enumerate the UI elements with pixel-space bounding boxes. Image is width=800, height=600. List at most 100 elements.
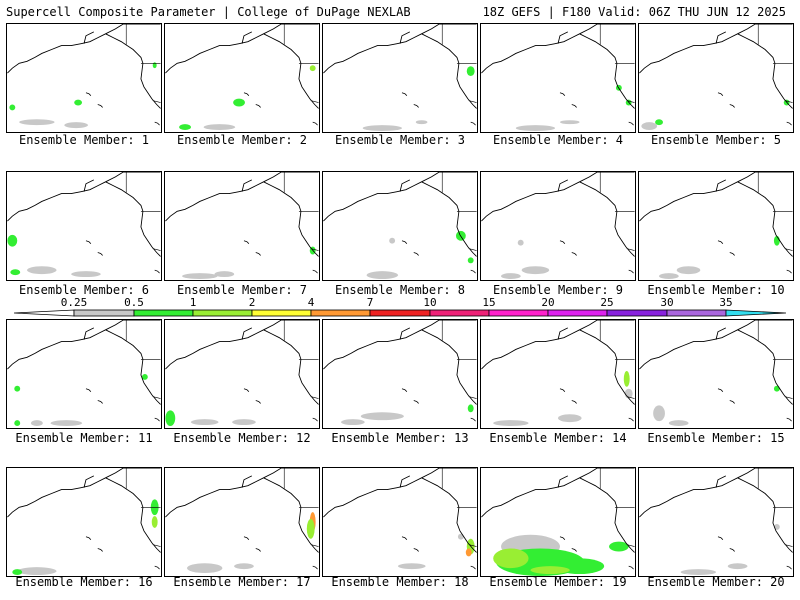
ensemble-member-map [480, 319, 636, 429]
island-outline [401, 240, 408, 244]
coastline [165, 320, 319, 405]
scp-contour-fill [467, 404, 474, 413]
colorbar-tick-label: 35 [719, 296, 732, 309]
coastline [7, 320, 161, 405]
island-outline [717, 92, 724, 96]
island-outline [243, 536, 250, 540]
ensemble-member-label: Ensemble Member: 10 [647, 283, 785, 297]
island-outline [154, 269, 160, 274]
scp-contour-fill [398, 563, 426, 570]
scp-contour-fill [64, 122, 88, 129]
scp-contour-fill [7, 234, 18, 247]
political-border [757, 468, 793, 547]
island-outline [85, 240, 92, 244]
island-outline [717, 536, 724, 540]
colorbar-segment [73, 309, 135, 317]
island-outline [97, 252, 103, 256]
scp-contour-fill [203, 124, 236, 131]
ensemble-member-map [480, 467, 636, 577]
scp-contour-fill [559, 120, 580, 125]
island-outline [255, 548, 261, 552]
island-outline [628, 565, 634, 570]
coastline [481, 172, 635, 257]
ensemble-member-label: Ensemble Member: 6 [18, 283, 150, 297]
scp-contour-fill [680, 569, 716, 576]
island-outline [154, 565, 160, 570]
ensemble-member-label: Ensemble Member: 13 [331, 431, 469, 445]
colorbar-tick-label: 20 [541, 296, 554, 309]
scp-contour-fill [71, 271, 101, 278]
coastline [323, 320, 477, 405]
scp-contour-fill [151, 516, 158, 528]
island-outline [413, 252, 419, 256]
island-outline [571, 104, 577, 108]
political-border [283, 172, 319, 251]
ensemble-member-map [322, 467, 478, 577]
political-border [441, 24, 477, 103]
coastline [481, 468, 635, 553]
ensemble-member-label: Ensemble Member: 15 [647, 431, 785, 445]
coastline [7, 172, 161, 257]
scp-contour-fill [609, 541, 629, 552]
island-outline [470, 565, 476, 570]
political-border [125, 320, 161, 399]
island-outline [255, 104, 261, 108]
ensemble-member-map [322, 171, 478, 281]
political-border [599, 468, 635, 547]
political-border [441, 172, 477, 251]
island-outline [470, 121, 476, 126]
island-outline [571, 400, 577, 404]
ensemble-member-map [638, 319, 794, 429]
scp-contour-fill [515, 125, 556, 132]
scp-contour-fill [517, 239, 524, 246]
scp-contour-fill [362, 125, 402, 132]
scp-contour-fill [641, 122, 658, 131]
island-outline [786, 121, 792, 126]
political-border [757, 320, 793, 399]
ensemble-member-map [480, 171, 636, 281]
coastline [481, 24, 635, 109]
political-border [599, 172, 635, 251]
island-outline [243, 388, 250, 392]
scp-contour-fill [415, 120, 428, 125]
ensemble-member-map [638, 171, 794, 281]
island-outline [628, 121, 634, 126]
scp-contour-fill [530, 566, 570, 575]
scp-contour-fill [233, 98, 245, 107]
scp-contour-fill [19, 119, 55, 126]
scp-contour-fill [165, 410, 176, 427]
island-outline [85, 388, 92, 392]
coastline [165, 468, 319, 553]
coastline [323, 24, 477, 109]
political-border [125, 172, 161, 251]
scp-contour-fill [214, 271, 235, 278]
political-border [125, 24, 161, 103]
colorbar-tick-label: 15 [482, 296, 495, 309]
scp-contour-fill [655, 119, 663, 126]
ensemble-member-label: Ensemble Member: 4 [492, 133, 624, 147]
coastline [165, 24, 319, 109]
political-border [441, 468, 477, 547]
island-outline [729, 400, 735, 404]
scp-contour-fill [465, 548, 472, 557]
colorbar-segment [547, 309, 608, 317]
colorbar-segment [13, 309, 75, 317]
ensemble-member-map [164, 467, 320, 577]
ensemble-member-map [6, 319, 162, 429]
colorbar-segment [310, 309, 371, 317]
island-outline [729, 104, 735, 108]
colorbar-tick-label: 30 [660, 296, 673, 309]
ensemble-member-map [6, 467, 162, 577]
island-outline [571, 252, 577, 256]
island-outline [97, 104, 103, 108]
coastline [639, 172, 793, 257]
ensemble-member-map [164, 319, 320, 429]
scp-contour-fill [773, 235, 780, 246]
island-outline [786, 269, 792, 274]
ensemble-member-label: Ensemble Member: 2 [176, 133, 308, 147]
ensemble-member-label: Ensemble Member: 12 [173, 431, 311, 445]
ensemble-member-map [322, 319, 478, 429]
scp-contour-fill [727, 563, 748, 570]
coastline [7, 468, 161, 553]
colorbar-segment [488, 309, 549, 317]
